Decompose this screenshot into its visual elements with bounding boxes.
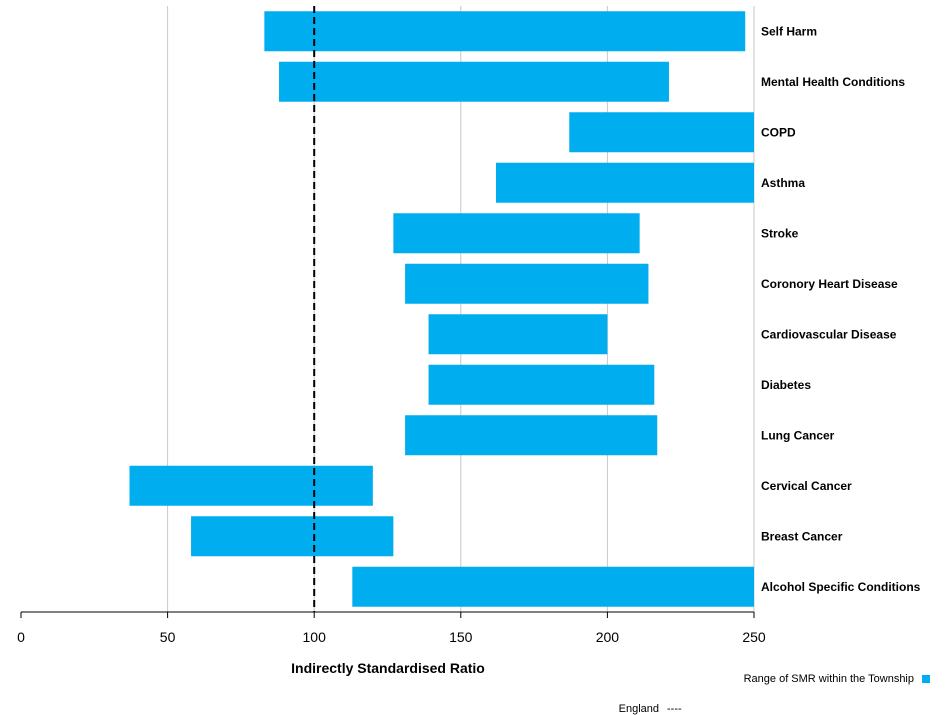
x-tick-label: 150 bbox=[449, 629, 473, 645]
x-tick-label: 250 bbox=[742, 629, 766, 645]
category-label: Stroke bbox=[761, 226, 799, 240]
range-bar bbox=[352, 566, 754, 607]
x-tick-label: 0 bbox=[17, 629, 25, 645]
range-bar bbox=[393, 213, 640, 254]
legend-range-label: Range of SMR within the Township bbox=[744, 673, 914, 685]
range-bar bbox=[569, 112, 754, 153]
legend-england-label: England bbox=[619, 703, 659, 715]
range-bar bbox=[428, 364, 655, 405]
range-bar bbox=[191, 516, 394, 557]
category-label: Mental Health Conditions bbox=[761, 75, 905, 89]
legend-range-swatch bbox=[922, 675, 930, 683]
x-tick-label: 50 bbox=[160, 629, 176, 645]
category-label: Alcohol Specific Conditions bbox=[761, 580, 921, 594]
category-label: Diabetes bbox=[761, 378, 811, 392]
legend-england-symbol: ---- bbox=[667, 703, 682, 715]
category-label: Cardiovascular Disease bbox=[761, 327, 897, 341]
bars bbox=[129, 11, 754, 607]
category-label: Asthma bbox=[761, 176, 805, 190]
category-labels: Self Harm Mental Health Conditions COPD Ast… bbox=[761, 24, 921, 594]
x-axis-label: Indirectly Standardised Ratio bbox=[291, 660, 485, 676]
x-tick-label: 200 bbox=[596, 629, 620, 645]
category-label: Lung Cancer bbox=[761, 428, 835, 442]
range-bar bbox=[129, 465, 373, 506]
range-bar bbox=[495, 162, 754, 203]
range-bar bbox=[405, 415, 658, 456]
category-label: Breast Cancer bbox=[761, 529, 843, 543]
x-axis: 0 50 100 150 200 250 bbox=[17, 611, 766, 645]
range-bar bbox=[279, 61, 669, 102]
range-bar bbox=[428, 314, 608, 355]
range-bar bbox=[264, 11, 746, 52]
x-tick-label: 100 bbox=[303, 629, 327, 645]
category-label: Coronory Heart Disease bbox=[761, 277, 898, 291]
range-bar bbox=[405, 263, 649, 304]
category-label: COPD bbox=[761, 125, 796, 139]
category-label: Self Harm bbox=[761, 24, 817, 38]
legend: Range of SMR within the Township England… bbox=[619, 673, 930, 715]
category-label: Cervical Cancer bbox=[761, 479, 852, 493]
